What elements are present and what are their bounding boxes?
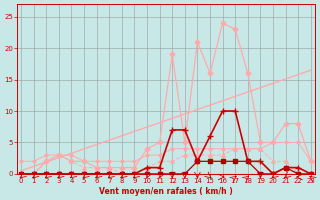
X-axis label: Vent moyen/en rafales ( km/h ): Vent moyen/en rafales ( km/h ) — [99, 187, 233, 196]
